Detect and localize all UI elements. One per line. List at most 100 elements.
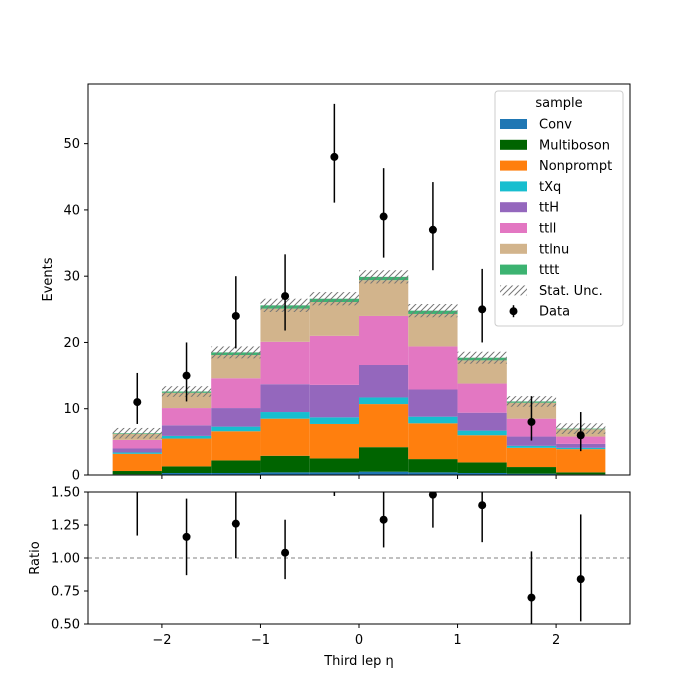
stat-unc-bin-4 (309, 292, 359, 306)
bar-txq-bin-6 (408, 416, 458, 424)
bar-tth-bin-7 (457, 412, 507, 431)
legend-label-data: Data (539, 305, 570, 320)
ratio-y-tick-label-1: 0.75 (51, 585, 80, 600)
ratio-y-tick-label-2: 1.00 (51, 552, 80, 567)
bar-nonprompt-bin-8 (506, 447, 557, 468)
legend-label-nonprompt: Nonprompt (539, 159, 612, 174)
bar-ttll-bin-4 (309, 335, 359, 385)
ratio-points-clipped (136, 492, 585, 624)
legend-label-tttt: tttt (539, 263, 559, 278)
data-point-0 (133, 398, 142, 407)
bar-ttll-bin-5 (359, 315, 409, 365)
bar-multiboson-bin-2 (211, 460, 261, 474)
ratio-point-8 (527, 593, 536, 602)
bar-tth-bin-4 (309, 384, 359, 418)
ratio-point-5 (379, 515, 388, 524)
data-point-5 (379, 212, 388, 221)
y-axis-label: Events (41, 257, 56, 301)
bar-multiboson-bin-6 (408, 459, 458, 473)
x-tick-label-1: −1 (251, 633, 270, 648)
main-y-tick-label-1: 10 (63, 402, 80, 417)
bar-nonprompt-bin-9 (556, 449, 606, 473)
legend: sample Conv Multiboson Nonprompt tXq ttH ttll… (494, 90, 624, 327)
legend-swatch-stat-unc (500, 285, 527, 296)
main-y-tick-label-0: 0 (72, 469, 80, 484)
legend-label-ttll: ttll (539, 222, 556, 237)
legend-swatch-ttll (500, 223, 527, 233)
bar-nonprompt-bin-6 (408, 423, 458, 460)
x-tick-label-4: 2 (552, 633, 560, 648)
data-point-4 (330, 152, 339, 161)
data-point-3 (281, 292, 290, 301)
legend-label-stat-unc: Stat. Unc. (539, 284, 603, 299)
legend-swatch-tttt (500, 264, 527, 275)
bar-conv-bin-7 (457, 473, 507, 475)
main-y-tick-label-2: 20 (63, 336, 80, 351)
bar-txq-bin-1 (161, 435, 212, 439)
bar-ttll-bin-6 (408, 346, 458, 390)
bar-tth-bin-8 (506, 436, 557, 446)
ratio-point-7 (478, 501, 487, 510)
bar-ttlnu-bin-6 (408, 313, 458, 347)
legend-title: sample (535, 96, 582, 111)
legend-swatch-txq (500, 181, 527, 192)
bar-ttll-bin-7 (457, 383, 507, 413)
ratio-point-1 (182, 532, 191, 541)
bar-multiboson-bin-5 (359, 447, 409, 472)
stat-unc-bin-0 (112, 427, 162, 439)
ratio-points (136, 492, 585, 624)
ratio-point-2 (231, 519, 240, 528)
bar-nonprompt-bin-4 (309, 423, 359, 459)
main-y-tick-label-4: 40 (63, 203, 80, 218)
legend-swatch-multiboson (500, 139, 527, 150)
bar-conv-bin-1 (161, 473, 212, 475)
ratio-point-6 (428, 492, 437, 499)
legend-swatch-conv (500, 119, 527, 129)
x-axis-label: Third lep η (323, 654, 394, 669)
bar-ttlnu-bin-2 (211, 355, 261, 379)
main-axes: 0 10 20 30 40 50 (63, 137, 557, 484)
ratio-point-9 (576, 575, 585, 584)
ratio-y-tick-label-4: 1.50 (51, 486, 80, 501)
bar-txq-bin-3 (260, 412, 310, 419)
ratio-y-tick-label-3: 1.25 (51, 519, 80, 534)
ratio-y-axis-label: Ratio (28, 541, 43, 574)
bar-nonprompt-bin-5 (359, 404, 409, 448)
stat-unc-bin-6 (408, 304, 458, 318)
bar-ttll-bin-0 (112, 439, 162, 449)
bar-tth-bin-0 (112, 448, 162, 453)
legend-label-ttlnu: ttlnu (539, 242, 569, 257)
main-y-tick-label-5: 50 (63, 137, 80, 152)
bar-conv-bin-6 (408, 472, 458, 475)
bar-conv-bin-3 (260, 472, 310, 475)
stat-unc-bin-2 (211, 346, 261, 359)
x-tick-label-0: −2 (152, 633, 171, 648)
bar-nonprompt-bin-3 (260, 418, 310, 456)
bar-nonprompt-bin-2 (211, 431, 261, 461)
bar-tth-bin-2 (211, 408, 261, 427)
data-point-2 (231, 311, 240, 320)
ratio-point-3 (281, 548, 290, 557)
data-point-8 (527, 417, 536, 426)
bar-tth-bin-1 (161, 425, 212, 436)
bar-ttll-bin-1 (161, 408, 212, 426)
bar-tth-bin-5 (359, 364, 409, 398)
bar-txq-bin-7 (457, 430, 507, 436)
bar-multiboson-bin-9 (556, 472, 606, 475)
data-point-1 (182, 371, 191, 380)
data-point-6 (428, 225, 437, 234)
bar-ttlnu-bin-4 (309, 302, 359, 336)
bar-ttlnu-bin-7 (457, 360, 507, 384)
bar-multiboson-bin-3 (260, 455, 310, 473)
legend-label-conv: Conv (539, 118, 572, 133)
ratio-axes-frame (87, 491, 631, 625)
bar-conv-bin-4 (309, 472, 359, 475)
legend-label-txq: tXq (539, 180, 561, 195)
bar-txq-bin-2 (211, 426, 261, 432)
bar-multiboson-bin-4 (309, 458, 359, 473)
ratio-y-tick-label-0: 0.50 (51, 618, 80, 633)
data-point-9 (576, 431, 585, 440)
bar-tth-bin-6 (408, 389, 458, 417)
stat-unc-bin-5 (359, 270, 409, 284)
